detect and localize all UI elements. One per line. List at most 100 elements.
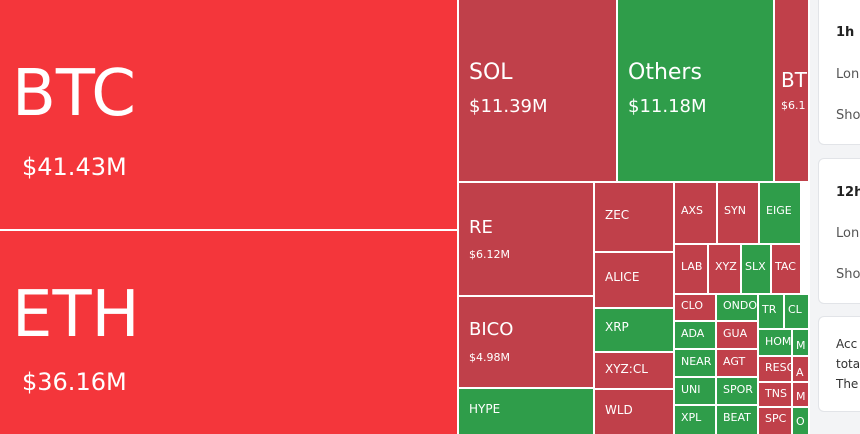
tile[interactable]: SLX [742, 245, 770, 293]
tile-value: $6.12M [469, 248, 510, 261]
tile[interactable]: XPL [675, 406, 715, 434]
tile-label: XPL [681, 411, 702, 424]
tile[interactable]: BEAT [717, 406, 757, 434]
tile-label: ONDO [723, 299, 757, 312]
tile-value: $11.18M [628, 96, 707, 117]
card-row: Lon [836, 67, 860, 82]
card-note: Acc tota The [818, 316, 860, 412]
tile[interactable]: XYZ:CL [595, 353, 673, 388]
tile-value: $6.1 [781, 99, 806, 112]
tile-label: HOM [765, 335, 791, 348]
tile[interactable]: ETH $36.16M [0, 231, 457, 434]
tile-label: Others [628, 60, 702, 85]
tile[interactable]: M [793, 383, 808, 406]
tile-label: SPOR [723, 383, 753, 396]
card-title: 1h [836, 25, 855, 40]
tile-label: M [796, 390, 806, 403]
tile-label: BT [781, 68, 807, 92]
tile-label: GUA [723, 327, 748, 340]
tile[interactable]: GUA [717, 322, 757, 348]
side-panel: 1h Lon Sho 12h Lon Sho Acc tota The [818, 0, 860, 434]
tile[interactable]: M [793, 330, 808, 355]
tile-label: CLO [681, 299, 704, 312]
card-row: Sho [836, 108, 860, 123]
tile-label: A [796, 366, 804, 379]
tile-label: TAC [775, 260, 796, 273]
tile[interactable]: TAC [772, 245, 800, 293]
tile[interactable]: SOL $11.39M [459, 0, 616, 181]
tile-label: ALICE [605, 270, 640, 284]
tile-label: O [796, 415, 805, 428]
tile-value: $4.98M [469, 351, 510, 364]
tile[interactable]: SPOR [717, 378, 757, 404]
tile[interactable]: XYZ [709, 245, 740, 293]
tile[interactable]: TNS [759, 383, 791, 406]
tile[interactable]: SPC [759, 408, 791, 434]
tile-label: AXS [681, 204, 704, 217]
tile-label: M [796, 339, 806, 352]
tile-label: BICO [469, 319, 514, 340]
tile[interactable]: CL [785, 295, 808, 328]
tile-label: NEAR [681, 355, 712, 368]
tile[interactable]: RESO [759, 357, 791, 381]
tile[interactable]: ZEC [595, 183, 673, 251]
tile[interactable]: HOM [759, 330, 791, 355]
tile[interactable]: XRP [595, 309, 673, 351]
tile-value: $36.16M [22, 368, 127, 396]
tile-label: UNI [681, 383, 701, 396]
tile[interactable]: UNI [675, 378, 715, 404]
tile[interactable]: A [793, 357, 808, 381]
tile[interactable]: HYPE [459, 389, 593, 434]
card-1h[interactable]: 1h Lon Sho [818, 0, 860, 145]
tile-label: BTC [12, 57, 136, 131]
tile-label: XYZ [715, 260, 737, 273]
card-title: 12h [836, 185, 860, 200]
tile-label: RE [469, 217, 493, 238]
tile[interactable]: O [793, 408, 808, 434]
tile[interactable]: SYN [718, 183, 758, 243]
tile[interactable]: EIGE [760, 183, 800, 243]
tile-label: ETH [12, 278, 140, 352]
tile[interactable]: BT $6.1 [775, 0, 808, 181]
tile-label: SPC [765, 412, 787, 425]
tile[interactable]: NEAR [675, 350, 715, 376]
tile[interactable]: AXS [675, 183, 716, 243]
tile-label: TR [762, 303, 777, 316]
tile[interactable]: CLO [675, 295, 715, 320]
note-line: The [836, 377, 859, 391]
card-12h[interactable]: 12h Lon Sho [818, 158, 860, 304]
tile-label: WLD [605, 403, 633, 417]
tile-label: AGT [723, 355, 746, 368]
tile[interactable]: Others $11.18M [618, 0, 773, 181]
tile-label: SLX [745, 260, 766, 273]
tile-value: $41.43M [22, 153, 127, 181]
tile-label: SOL [469, 60, 513, 85]
tile-label: LAB [681, 260, 703, 273]
tile[interactable]: RE $6.12M [459, 183, 593, 295]
tile-label: XRP [605, 320, 629, 334]
tile-label: ZEC [605, 208, 630, 222]
tile[interactable]: BICO $4.98M [459, 297, 593, 387]
treemap: BTC $41.43M ETH $36.16M SOL $11.39M Others $11.… [0, 0, 810, 434]
tile[interactable]: ADA [675, 322, 715, 348]
tile[interactable]: AGT [717, 350, 757, 376]
tile-label: HYPE [469, 402, 501, 416]
note-line: Acc [836, 337, 858, 351]
card-row: Lon [836, 226, 860, 241]
tile-label: XYZ:CL [605, 362, 648, 376]
tile-label: BEAT [723, 411, 751, 424]
tile-label: SYN [724, 204, 746, 217]
tile[interactable]: BTC $41.43M [0, 0, 457, 229]
tile-label: RESO [765, 361, 791, 374]
tile[interactable]: ALICE [595, 253, 673, 307]
note-line: tota [836, 357, 860, 371]
tile[interactable]: TR [759, 295, 783, 328]
tile-value: $11.39M [469, 96, 548, 117]
card-row: Sho [836, 267, 860, 282]
tile[interactable]: WLD [595, 390, 673, 434]
tile[interactable]: ONDO [717, 295, 757, 320]
tile[interactable]: LAB [675, 245, 707, 293]
tile-label: TNS [765, 387, 787, 400]
tile-label: EIGE [766, 204, 792, 217]
